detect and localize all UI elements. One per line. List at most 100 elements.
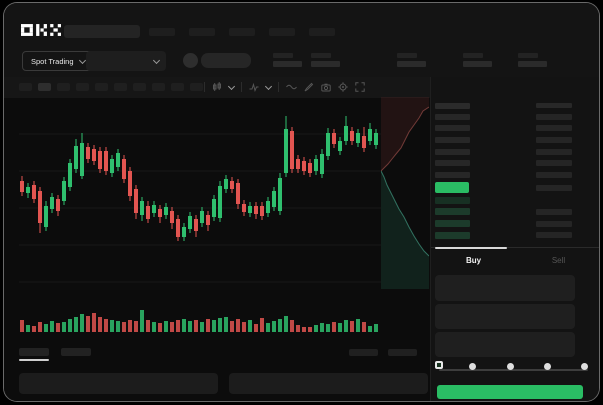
candlestick-chart[interactable] [19,98,381,338]
ask-amount-placeholder [536,125,572,132]
fullscreen-icon[interactable] [355,82,365,92]
indicator-icon[interactable] [249,82,259,92]
buy-button[interactable] [437,385,583,399]
orderbook-header [435,103,572,109]
pair-selector-dropdown[interactable] [86,51,166,71]
stat-label-placeholder [463,53,483,58]
ask-price-placeholder [435,160,470,167]
stat-value-placeholder [463,61,492,67]
price-column-header [435,103,470,109]
search-input[interactable] [64,25,140,38]
tab-buy[interactable]: Buy [431,248,516,272]
bottom-panel-right [229,373,428,394]
chevron-down-icon[interactable] [227,82,236,90]
interval-button[interactable] [95,83,108,91]
interval-button[interactable] [133,83,146,91]
interval-button[interactable] [190,83,203,91]
orderbook-bid-row[interactable] [435,229,572,241]
draw-icon[interactable] [304,82,314,92]
orderbook-ask-row[interactable] [435,111,572,123]
slider-stop-dot[interactable] [581,363,588,370]
snapshot-icon[interactable] [321,83,331,92]
slider-stop-dot[interactable] [543,363,551,370]
interval-button[interactable] [171,83,184,91]
ask-amount-placeholder [536,171,572,178]
slider-handle[interactable] [435,361,443,369]
chevron-down-icon [78,56,86,64]
bid-amount-placeholder [536,208,572,215]
orderbook-bid-row[interactable] [435,195,572,207]
total-field[interactable] [435,332,575,357]
tab-sell[interactable]: Sell [516,248,599,272]
interval-button[interactable] [114,83,127,91]
bottom-tab-active[interactable] [19,348,49,356]
active-tab-underline [19,359,49,361]
pair-coin-avatar[interactable] [183,53,198,68]
divider [204,82,205,92]
bottom-tab[interactable] [61,348,91,356]
ticker-stat [463,53,492,67]
stat-label-placeholder [397,53,417,58]
orderbook-ask-row[interactable] [435,146,572,158]
chevron-down-icon [152,56,161,64]
settings-icon[interactable] [338,82,348,92]
candle-style-icon[interactable] [212,82,222,92]
amount-slider[interactable] [439,369,588,371]
orderbook-ask-row[interactable] [435,123,572,135]
interval-button[interactable] [76,83,89,91]
amount-field[interactable] [435,304,575,329]
wave-icon[interactable] [286,83,297,91]
ask-amount-placeholder [536,113,572,120]
orderbook-bid-row[interactable] [435,218,572,230]
bottom-right-control[interactable] [388,349,417,356]
nav-item[interactable] [309,28,335,36]
chart-tool-icons [204,81,365,93]
bottom-panel-left [19,373,218,394]
slider-stop-dot[interactable] [506,363,514,370]
interval-buttons [19,83,203,91]
last-amount-placeholder [536,184,572,191]
ask-amount-placeholder [536,160,572,167]
slider-stop-dot[interactable] [469,363,477,370]
orderbook-ask-row[interactable] [435,134,572,146]
stat-value-placeholder [397,61,426,67]
bid-price-placeholder [435,208,470,216]
orderbook-last-price-row[interactable] [435,181,572,195]
nav-placeholders [149,28,335,36]
ask-price-placeholder [435,113,470,120]
orderbook-ask-row[interactable] [435,169,572,181]
nav-item[interactable] [269,28,295,36]
nav-item[interactable] [149,28,175,36]
depth-chart[interactable] [381,96,429,292]
interval-button[interactable] [152,83,165,91]
divider [241,82,242,92]
market-mode-label: Spot Trading [31,56,74,66]
nav-item[interactable] [189,28,215,36]
price-field[interactable] [435,275,575,301]
bid-price-placeholder [435,220,470,228]
nav-item[interactable] [229,28,255,36]
trade-panel: Buy Sell [430,77,599,401]
orderbook-ask-row[interactable] [435,157,572,169]
bid-price-placeholder [435,231,470,239]
interval-button[interactable] [57,83,70,91]
orderbook-bid-row[interactable] [435,206,572,218]
interval-button[interactable] [38,83,51,91]
stat-value-placeholder [518,61,547,67]
stat-label-placeholder [273,53,293,58]
ask-price-placeholder [435,171,470,178]
stat-value-placeholder [311,61,340,67]
ask-price-placeholder [435,136,470,143]
header-action-button[interactable] [201,53,251,68]
ticker-stat [397,53,426,67]
app-window: Spot Trading [3,2,600,402]
bid-amount-placeholder [536,232,572,239]
bottom-right-control[interactable] [349,349,378,356]
stat-value-placeholder [273,61,302,67]
market-mode-dropdown[interactable]: Spot Trading [22,51,94,71]
chevron-down-icon[interactable] [264,82,273,90]
interval-button[interactable] [19,83,32,91]
bid-price-placeholder [435,196,470,204]
ask-amount-placeholder [536,148,572,155]
okx-logo [21,24,61,36]
